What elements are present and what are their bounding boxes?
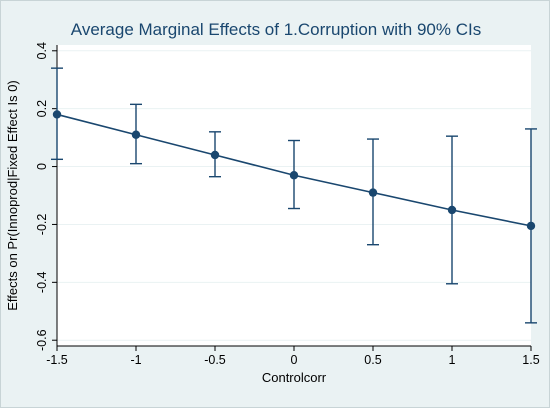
- y-axis: -0.6 -0.4 -0.2 0 0.2 0.4: [35, 42, 58, 351]
- y-tick-label: -0.6: [35, 329, 49, 351]
- x-tick-label: -0.5: [204, 353, 226, 367]
- y-tick-label: -0.2: [35, 214, 49, 236]
- series-group: [51, 67, 537, 324]
- x-tick-label: 1.5: [522, 353, 539, 367]
- data-point: [526, 221, 536, 231]
- data-point: [289, 171, 299, 180]
- x-tick-label: -1.5: [46, 353, 68, 367]
- x-axis: -1.5 -1 -0.5 0 0.5 1 1.5: [46, 345, 540, 367]
- y-tick-label: 0.2: [35, 100, 49, 117]
- chart-title: Average Marginal Effects of 1.Corruption…: [71, 20, 481, 39]
- data-point: [131, 130, 141, 139]
- y-tick-label: 0.4: [35, 42, 49, 59]
- data-point: [52, 110, 62, 119]
- data-point: [210, 150, 220, 160]
- x-tick-label: 0.5: [364, 353, 381, 367]
- data-point: [368, 188, 378, 197]
- y-tick-label: -0.4: [35, 272, 49, 294]
- x-tick-label: -1: [130, 353, 141, 367]
- y-tick-label: 0: [35, 163, 49, 170]
- data-point: [447, 205, 457, 215]
- x-axis-label: Controlcorr: [262, 370, 327, 385]
- x-tick-label: 1: [449, 353, 456, 367]
- y-axis-label: Effects on Pr(Innoprod|Fixed Effect Is 0…: [5, 80, 20, 311]
- x-tick-label: 0: [291, 353, 298, 367]
